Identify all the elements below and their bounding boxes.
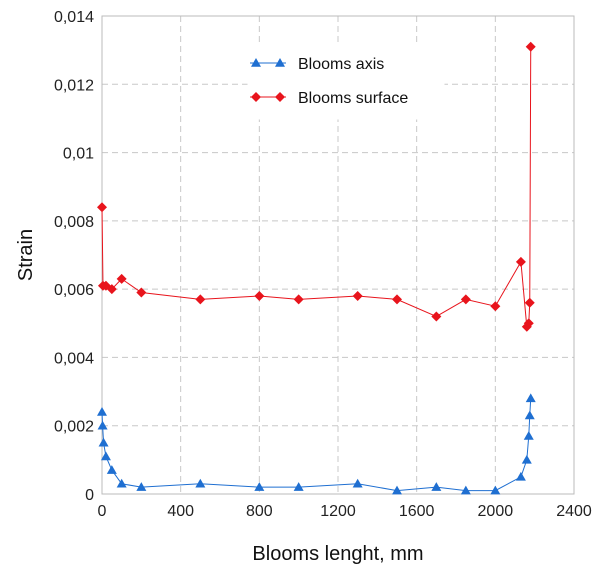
data-point (521, 454, 532, 464)
y-axis-title: Strain (15, 229, 37, 281)
data-point (524, 297, 535, 308)
data-point (460, 485, 471, 495)
x-tick-label: 0 (98, 503, 107, 520)
data-point (352, 290, 363, 301)
legend-entry: Blooms axis (250, 56, 384, 73)
legend-label: Blooms surface (298, 90, 408, 107)
series-line (101, 398, 532, 492)
x-tick-label: 400 (167, 503, 194, 520)
x-tick-label: 2000 (478, 503, 514, 520)
data-point (116, 273, 127, 284)
data-point (136, 482, 147, 491)
x-tick-label: 2400 (556, 503, 592, 520)
data-point (392, 294, 402, 305)
data-point (195, 478, 206, 488)
data-point (352, 478, 363, 488)
data-point (515, 471, 526, 481)
y-tick-label: 0,002 (54, 419, 94, 436)
data-point (431, 482, 442, 491)
data-point (98, 437, 109, 447)
data-point (136, 287, 147, 298)
data-point (431, 311, 442, 322)
y-tick-label: 0,004 (54, 350, 94, 367)
series-blooms-surface (97, 41, 536, 332)
legend: Blooms axis Blooms surface (247, 44, 445, 120)
x-tick-label: 1600 (399, 503, 435, 520)
y-tick-label: 0,008 (54, 214, 94, 231)
y-tick-label: 0 (85, 487, 94, 504)
data-point (195, 294, 206, 305)
data-point (515, 256, 526, 267)
x-tick-label: 1200 (320, 503, 356, 520)
data-point (293, 294, 304, 305)
legend-marker (251, 58, 261, 67)
series-group (97, 41, 536, 495)
series-blooms-axis (97, 393, 536, 495)
data-point (254, 290, 265, 301)
data-point (523, 430, 534, 440)
data-point (116, 478, 127, 488)
legend-label: Blooms axis (298, 56, 384, 73)
data-point (525, 393, 536, 403)
data-point (460, 294, 471, 305)
legend-marker (275, 58, 285, 67)
plot-frame (101, 15, 575, 495)
data-point (490, 301, 501, 312)
y-tick-label: 0,012 (54, 77, 94, 94)
data-point (100, 451, 111, 461)
data-point (523, 318, 534, 329)
y-tick-label: 0,006 (54, 282, 94, 299)
legend-box (247, 44, 445, 120)
data-point (392, 485, 402, 495)
data-point (293, 482, 304, 491)
data-point (97, 202, 107, 213)
data-point (97, 420, 108, 430)
y-tick-label: 0,01 (63, 146, 94, 163)
tick-labels: 0 400 800 1200 1600 2000 2400 0 0,002 0,004 0,006 0… (54, 9, 592, 520)
data-point (524, 410, 535, 420)
data-point (97, 407, 107, 416)
x-axis-title: Blooms lenght, mm (252, 543, 423, 565)
x-tick-label: 800 (246, 503, 273, 520)
legend-entry: Blooms surface (250, 90, 408, 107)
y-tick-label: 0,014 (54, 9, 94, 26)
data-point (254, 482, 265, 491)
legend-marker (275, 92, 285, 102)
data-point (106, 284, 117, 295)
data-point (106, 465, 117, 474)
data-point (490, 485, 501, 495)
data-point (525, 41, 536, 52)
legend-marker (251, 92, 261, 102)
